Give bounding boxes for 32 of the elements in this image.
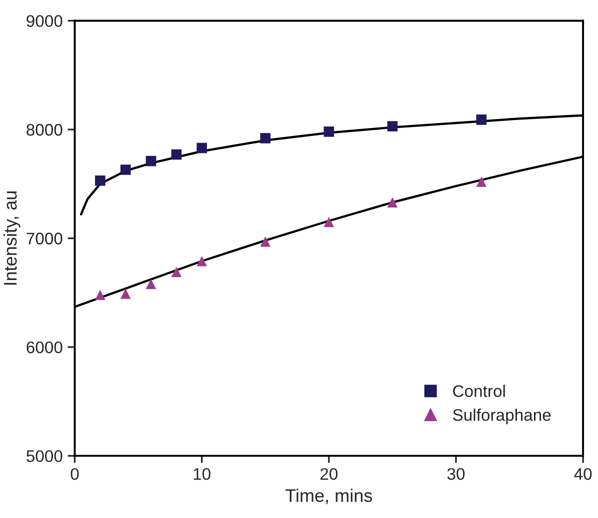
point	[260, 236, 271, 247]
point	[95, 290, 106, 300]
point	[146, 156, 156, 166]
x-axis-title: Time, mins	[286, 488, 372, 504]
x-tick-label: 10	[194, 468, 210, 480]
x-tick-label: 40	[574, 468, 592, 480]
x-tick-label: 30	[447, 468, 465, 480]
point	[476, 176, 487, 187]
point	[476, 114, 487, 125]
legend-label: Control	[453, 384, 505, 398]
point	[196, 256, 207, 266]
x-tick-label: 20	[320, 468, 338, 480]
point	[95, 175, 106, 186]
legend-label: Sulforaphane	[452, 408, 551, 424]
y-tick-label: 7000	[26, 232, 62, 244]
point	[146, 278, 156, 290]
y-tick-label: 5000	[26, 450, 62, 462]
y-tick-label: 9000	[26, 15, 62, 27]
y-tick-label: 6000	[26, 341, 62, 354]
x-tick-label: 0	[70, 468, 79, 480]
y-axis-title: Intensity, au	[3, 191, 20, 285]
point	[260, 133, 271, 144]
point	[171, 149, 182, 160]
point	[387, 197, 398, 208]
point	[324, 216, 334, 228]
y-tick-label: 8000	[26, 124, 62, 136]
point	[196, 142, 207, 154]
point	[120, 288, 131, 299]
point	[120, 164, 131, 175]
point	[324, 126, 334, 137]
point	[171, 266, 182, 278]
point	[387, 121, 398, 132]
